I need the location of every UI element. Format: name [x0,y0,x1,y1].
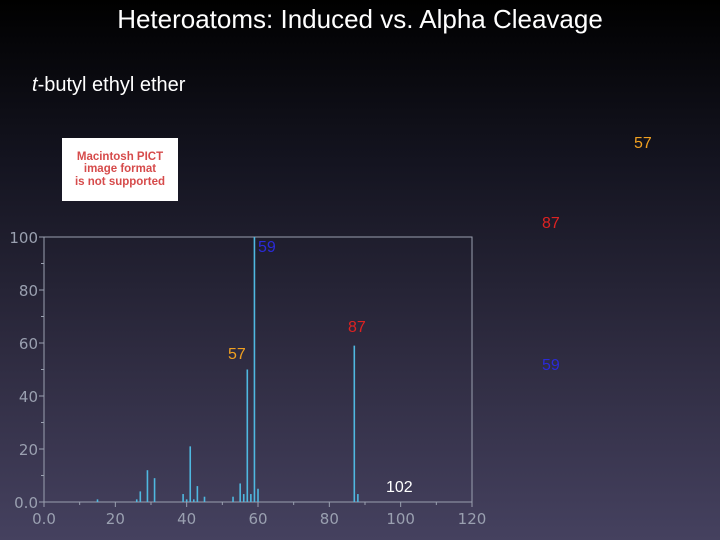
chart-ticks: 0.0 20 40 60 80 100 120 0.0 20 40 60 80 100 [9,229,486,528]
unsupported-image-placeholder: Macintosh PICT image format is not suppo… [62,138,178,201]
y-tick-label: 20 [19,441,38,459]
label-59-right: 59 [542,357,560,374]
x-tick-label: 120 [458,510,487,528]
x-tick-label: 80 [320,510,339,528]
pict-line-2: image format [83,163,157,176]
compound-name: t-butyl ethyl ether [32,74,185,97]
label-102: 102 [386,479,413,496]
y-tick-label: 60 [19,335,38,353]
y-tick-label: 100 [9,229,38,247]
x-tick-label: 100 [386,510,415,528]
x-tick-label: 40 [177,510,196,528]
mass-spectrum-chart: 0.0 20 40 60 80 100 120 0.0 20 40 60 80 100 [9,229,486,528]
x-tick-label: 60 [248,510,267,528]
compound-rest: -butyl ethyl ether [37,74,186,96]
y-tick-label: 0.0 [14,494,38,512]
label-87-mid: 87 [348,319,366,336]
compound-prefix: t [32,74,38,96]
chart-peaks [96,237,359,502]
y-tick-label: 40 [19,388,38,406]
label-57-left: 57 [228,346,246,363]
label-59-top: 59 [258,239,276,256]
label-57-top: 57 [634,135,652,152]
y-tick-label: 80 [19,282,38,300]
label-87-top: 87 [542,215,560,232]
pict-line-1: Macintosh PICT [76,150,164,163]
chart-axes [43,236,473,503]
x-tick-label: 20 [106,510,125,528]
plot-frame [43,236,473,503]
pict-line-3: is not supported [74,175,166,188]
x-tick-label: 0.0 [32,510,56,528]
slide-title: Heteroatoms: Induced vs. Alpha Cleavage [117,4,603,34]
